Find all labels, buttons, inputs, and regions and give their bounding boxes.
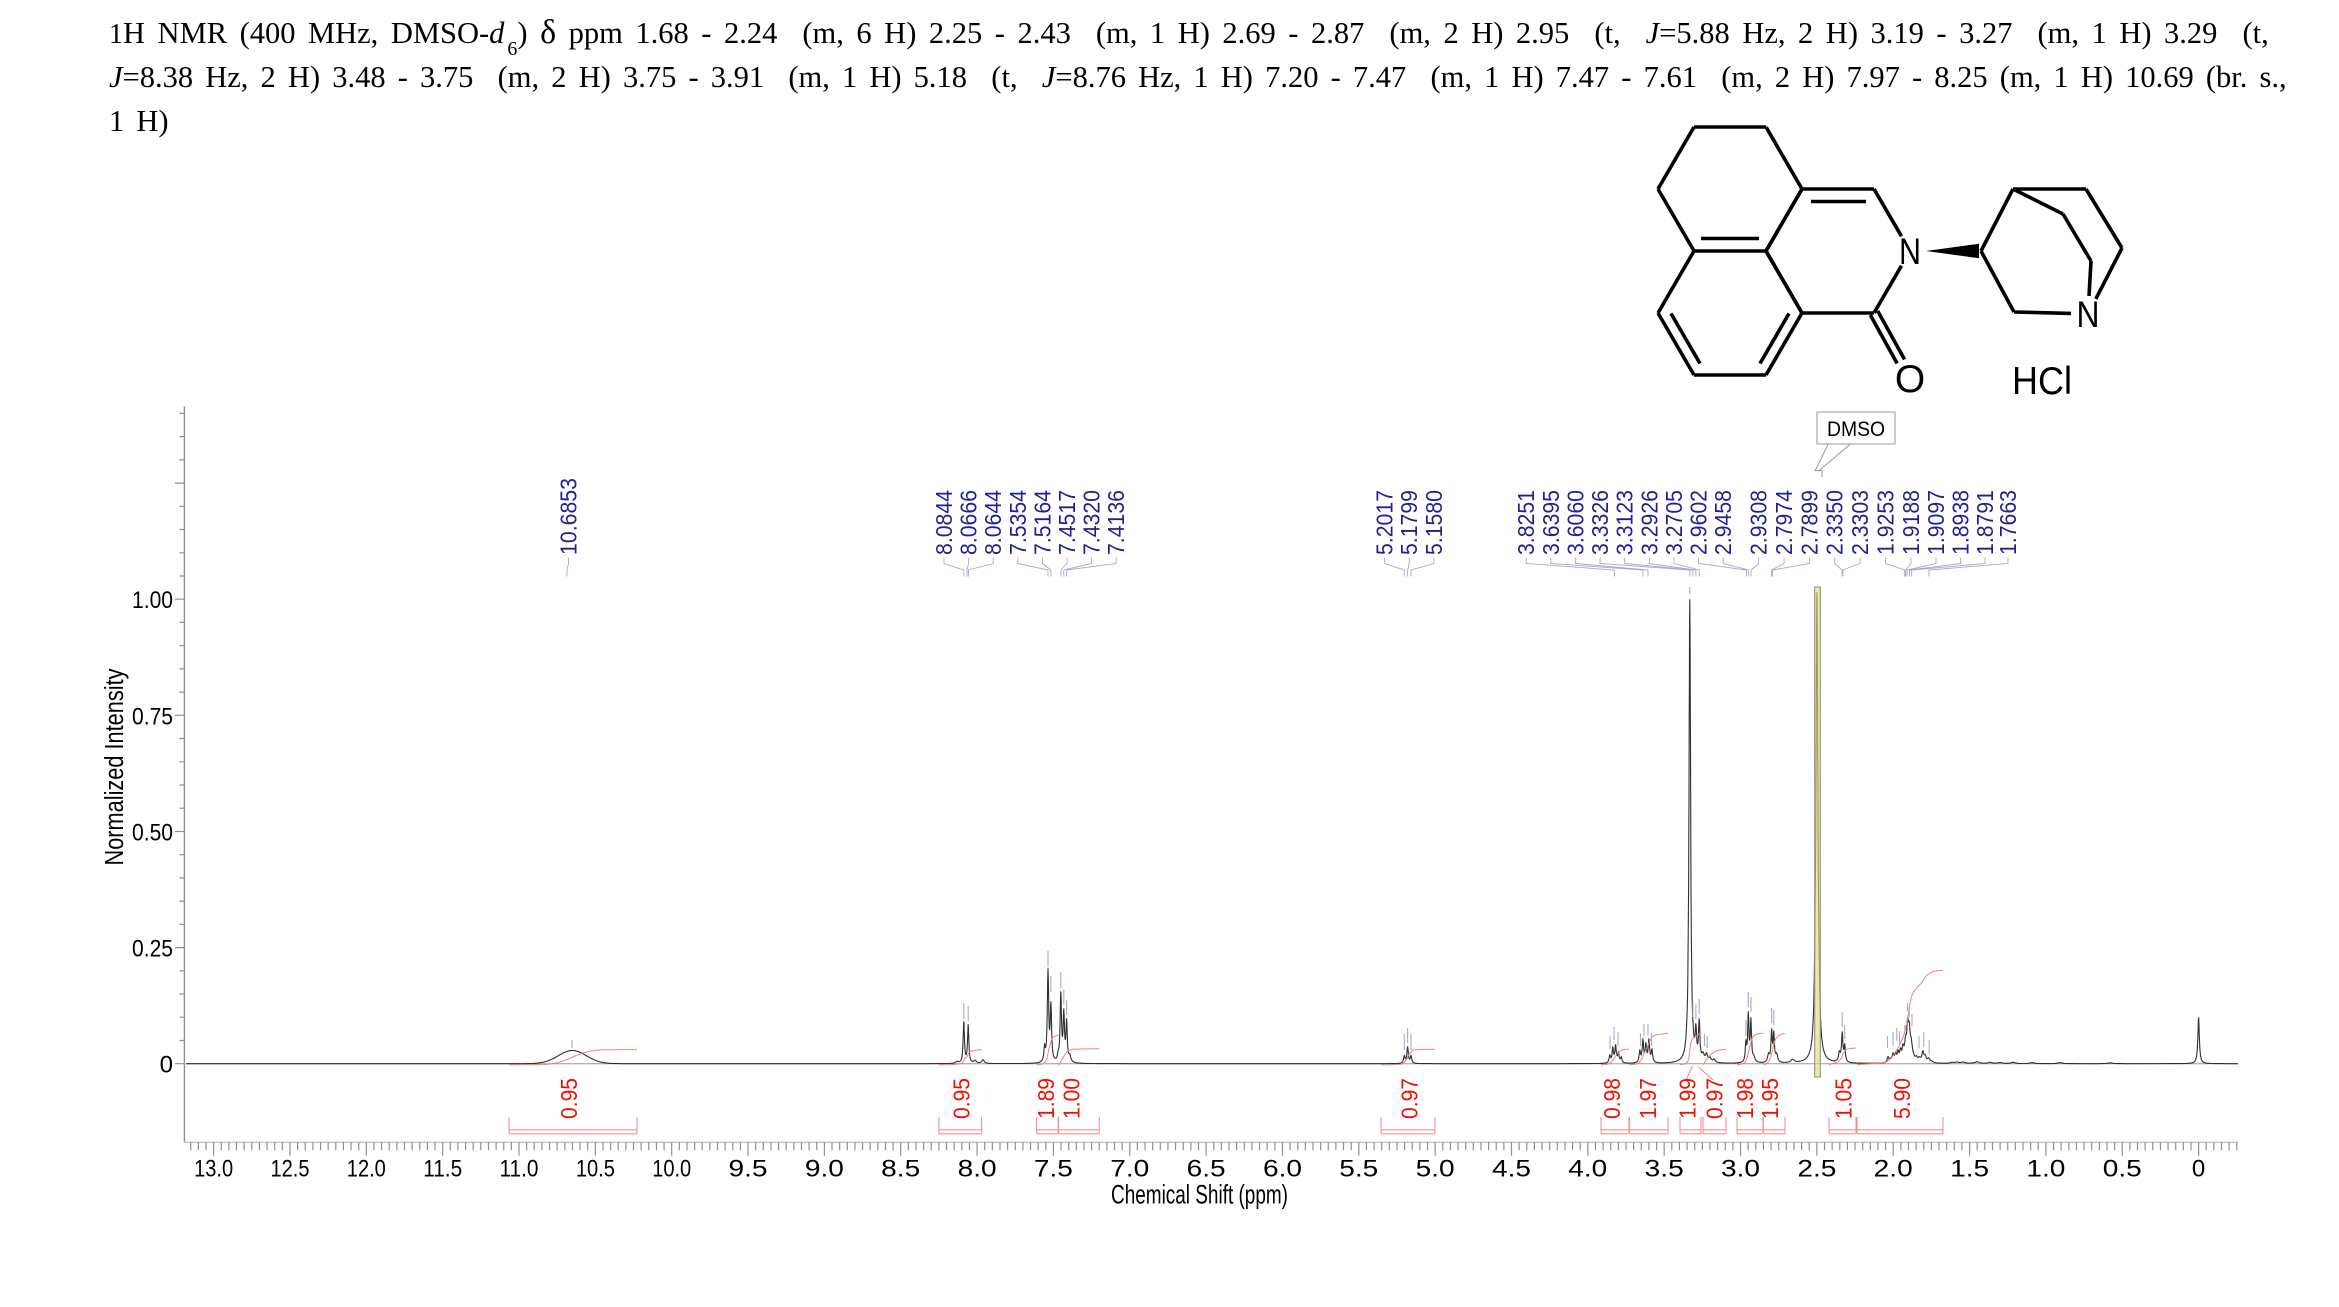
svg-text:0.97: 0.97	[1397, 1078, 1423, 1119]
svg-text:N: N	[2077, 294, 2100, 335]
svg-text:DMSO: DMSO	[1827, 417, 1885, 441]
svg-text:0.95: 0.95	[556, 1078, 582, 1119]
svg-text:0: 0	[2192, 1156, 2205, 1183]
svg-text:6.5: 6.5	[1187, 1156, 1226, 1183]
svg-text:2.9308: 2.9308	[1746, 490, 1772, 555]
svg-text:1.9253: 1.9253	[1873, 490, 1899, 555]
svg-text:5.1799: 5.1799	[1396, 490, 1422, 555]
svg-text:N: N	[1899, 231, 1921, 272]
svg-text:2.7974: 2.7974	[1771, 490, 1797, 555]
svg-text:1.0: 1.0	[2026, 1156, 2065, 1183]
svg-text:6.0: 6.0	[1263, 1156, 1302, 1183]
svg-text:O: O	[1895, 358, 1925, 401]
svg-text:1.00: 1.00	[1059, 1078, 1085, 1119]
svg-text:1.8791: 1.8791	[1972, 490, 1998, 555]
svg-text:1.99: 1.99	[1675, 1078, 1701, 1119]
svg-text:2.9602: 2.9602	[1686, 490, 1712, 555]
svg-text:2.7899: 2.7899	[1797, 490, 1823, 555]
svg-text:0.75: 0.75	[132, 703, 173, 730]
svg-text:13.0: 13.0	[194, 1156, 233, 1183]
svg-text:Chemical Shift (ppm): Chemical Shift (ppm)	[1111, 1180, 1288, 1210]
svg-text:1.00: 1.00	[132, 587, 173, 614]
svg-text:1.7663: 1.7663	[1995, 490, 2021, 555]
svg-text:2.3303: 2.3303	[1847, 490, 1873, 555]
svg-text:2.5: 2.5	[1797, 1156, 1836, 1183]
svg-text:1.8938: 1.8938	[1948, 490, 1974, 555]
svg-text:7.5354: 7.5354	[1005, 490, 1031, 555]
svg-text:9.0: 9.0	[805, 1156, 844, 1183]
svg-text:2.3350: 2.3350	[1822, 490, 1848, 555]
svg-text:3.3326: 3.3326	[1587, 490, 1613, 555]
svg-text:4.5: 4.5	[1492, 1156, 1531, 1183]
svg-text:1.9097: 1.9097	[1923, 490, 1949, 555]
svg-text:3.5: 3.5	[1645, 1156, 1684, 1183]
svg-text:J=8.38 Hz, 2 H) 3.48 - 3.75 (: J=8.38 Hz, 2 H) 3.48 - 3.75 (m, 2 H) 3.7…	[109, 60, 2287, 94]
svg-text:3.3123: 3.3123	[1612, 490, 1638, 555]
svg-text:11.0: 11.0	[500, 1156, 539, 1183]
svg-text:3.0: 3.0	[1721, 1156, 1760, 1183]
svg-text:0.25: 0.25	[132, 936, 173, 963]
svg-text:0.98: 0.98	[1599, 1078, 1625, 1119]
svg-text:8.0844: 8.0844	[931, 490, 957, 555]
svg-text:0.5: 0.5	[2103, 1156, 2142, 1183]
svg-text:7.0: 7.0	[1110, 1156, 1149, 1183]
svg-text:9.5: 9.5	[729, 1156, 768, 1183]
svg-text:1.5: 1.5	[1950, 1156, 1989, 1183]
svg-text:HCl: HCl	[2012, 360, 2072, 403]
svg-text:1 H): 1 H)	[109, 104, 169, 138]
svg-text:7.4136: 7.4136	[1103, 490, 1129, 555]
svg-text:8.0644: 8.0644	[980, 490, 1006, 555]
svg-text:0: 0	[160, 1052, 173, 1079]
svg-text:7.4320: 7.4320	[1079, 490, 1105, 555]
svg-text:7.5164: 7.5164	[1029, 490, 1055, 555]
svg-text:5.0: 5.0	[1416, 1156, 1455, 1183]
svg-text:12.5: 12.5	[271, 1156, 310, 1183]
svg-text:8.0666: 8.0666	[956, 490, 982, 555]
svg-text:11.5: 11.5	[423, 1156, 462, 1183]
svg-text:1.98: 1.98	[1732, 1078, 1758, 1119]
svg-text:7.5: 7.5	[1034, 1156, 1073, 1183]
svg-text:0.95: 0.95	[949, 1078, 975, 1119]
svg-text:7.4517: 7.4517	[1054, 490, 1080, 555]
svg-text:8.5: 8.5	[881, 1156, 920, 1183]
svg-text:12.0: 12.0	[347, 1156, 386, 1183]
svg-text:3.6395: 3.6395	[1538, 490, 1564, 555]
svg-text:10.6853: 10.6853	[556, 478, 582, 555]
svg-text:Normalized Intensity: Normalized Intensity	[101, 668, 129, 865]
svg-text:5.2017: 5.2017	[1372, 490, 1398, 555]
svg-text:10.0: 10.0	[652, 1156, 691, 1183]
svg-text:1H NMR (400 MHz, DMSO-d6) δ pp: 1H NMR (400 MHz, DMSO-d 6) δ ppm 1.68 - 2…	[109, 14, 2269, 60]
svg-text:3.6060: 3.6060	[1563, 490, 1589, 555]
svg-text:2.9458: 2.9458	[1710, 490, 1736, 555]
svg-text:1.89: 1.89	[1033, 1078, 1059, 1119]
svg-text:0.97: 0.97	[1702, 1078, 1728, 1119]
svg-text:8.0: 8.0	[958, 1156, 997, 1183]
svg-text:5.5: 5.5	[1339, 1156, 1378, 1183]
svg-text:5.90: 5.90	[1889, 1078, 1915, 1119]
svg-text:1.97: 1.97	[1635, 1078, 1661, 1119]
svg-text:1.05: 1.05	[1831, 1078, 1857, 1119]
svg-text:3.8251: 3.8251	[1513, 490, 1539, 555]
svg-text:2.0: 2.0	[1874, 1156, 1913, 1183]
svg-text:3.2705: 3.2705	[1661, 490, 1687, 555]
svg-text:0.50: 0.50	[132, 820, 173, 847]
svg-text:1.9188: 1.9188	[1898, 490, 1924, 555]
svg-text:10.5: 10.5	[576, 1156, 615, 1183]
svg-text:5.1580: 5.1580	[1421, 490, 1447, 555]
svg-text:1.95: 1.95	[1757, 1078, 1783, 1119]
svg-text:3.2926: 3.2926	[1636, 490, 1662, 555]
svg-text:4.0: 4.0	[1568, 1156, 1607, 1183]
